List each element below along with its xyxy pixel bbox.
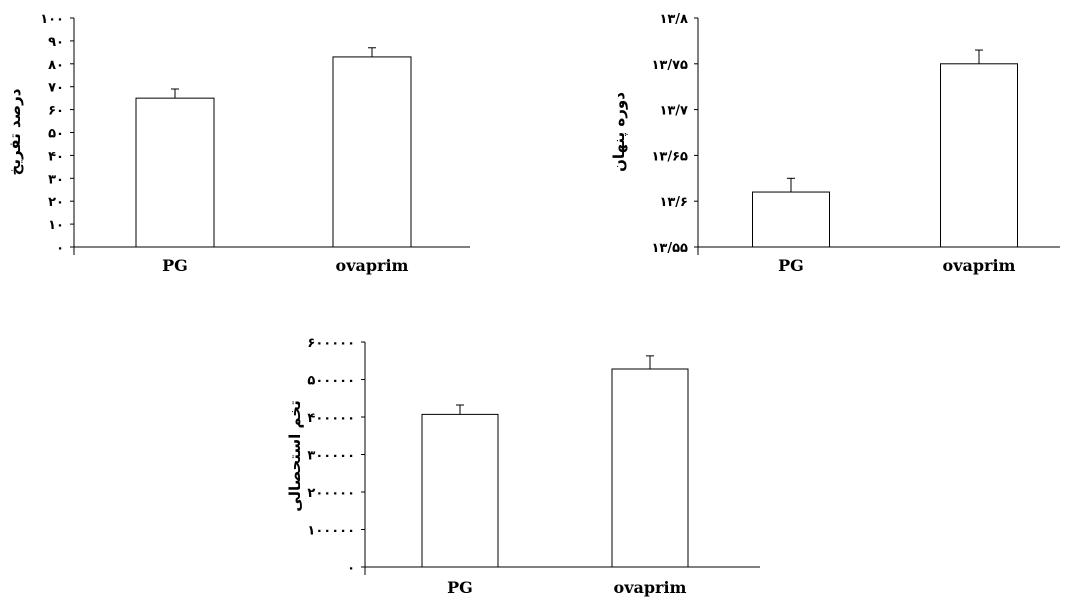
y-tick-label: ۵۰ bbox=[48, 127, 64, 142]
y-tick-label: ۰ bbox=[347, 561, 355, 576]
y-axis-label: تخم استحصالی bbox=[286, 400, 304, 511]
y-tick-label: ۳۰۰۰۰۰ bbox=[307, 449, 355, 464]
x-tick-label: ovaprim bbox=[336, 256, 409, 275]
y-tick-label: ۱۳/۷ bbox=[659, 104, 688, 119]
bar-pg bbox=[421, 413, 499, 568]
y-tick-label: ۳۰ bbox=[48, 172, 64, 187]
chart-3: ۰ ۱۰۰۰۰۰ ۲۰۰۰۰۰ ۳۰۰۰۰۰ ۴۰۰۰۰۰ ۵۰۰۰۰۰ ۶۰۰۰۰۰ تخم… bbox=[286, 336, 760, 597]
y-tick-label: ۴۰ bbox=[48, 149, 64, 164]
bar-ovaprim bbox=[332, 56, 412, 248]
x-tick-label: PG bbox=[162, 256, 188, 275]
y-tick-label: ۱۳/۷۵ bbox=[652, 58, 689, 73]
y-tick-label: ۰ bbox=[56, 241, 64, 256]
y-tick-label: ۸۰ bbox=[48, 58, 64, 73]
x-tick-label: ovaprim bbox=[943, 256, 1016, 275]
y-axis-label: درصد تفریخ bbox=[6, 88, 24, 175]
x-tick-label: PG bbox=[447, 578, 473, 597]
y-tick-label: ۵۰۰۰۰۰ bbox=[307, 374, 355, 389]
bar-ovaprim bbox=[940, 63, 1018, 248]
y-axis-label: دوره پنهان bbox=[610, 92, 629, 172]
y-tick-label: ۹۰ bbox=[48, 35, 64, 50]
y-tick-label: ۱۰ bbox=[48, 218, 64, 233]
y-tick-label: ۱۳/۶ bbox=[659, 195, 688, 210]
y-tick-label: ۱۳/۵۵ bbox=[652, 241, 689, 256]
bar-pg bbox=[752, 191, 830, 248]
chart-1: ۰ ۱۰ ۲۰ ۳۰ ۴۰ ۵۰ ۶۰ ۷۰ ۸۰ ۹۰ ۱۰۰ درصد تفریخ PG ovapri… bbox=[6, 12, 470, 275]
x-tick-label: ovaprim bbox=[614, 578, 687, 597]
chart-2: ۱۳/۵۵ ۱۳/۶ ۱۳/۶۵ ۱۳/۷ ۱۳/۷۵ ۱۳/۸ دوره پنهان PG o… bbox=[610, 12, 1060, 275]
y-tick-label: ۷۰ bbox=[48, 81, 64, 96]
y-tick-label: ۱۰۰۰۰۰ bbox=[307, 524, 355, 539]
y-tick-label: ۱۰۰ bbox=[40, 12, 64, 27]
y-tick-label: ۱۳/۸ bbox=[659, 12, 688, 27]
y-tick-label: ۴۰۰۰۰۰ bbox=[307, 411, 355, 426]
y-tick-label: ۶۰ bbox=[48, 104, 64, 119]
bar-pg bbox=[135, 97, 215, 248]
bar-ovaprim bbox=[611, 368, 689, 568]
x-tick-label: PG bbox=[778, 256, 804, 275]
y-tick-label: ۶۰۰۰۰۰ bbox=[307, 336, 355, 351]
y-tick-label: ۲۰ bbox=[48, 195, 64, 210]
y-tick-label: ۱۳/۶۵ bbox=[652, 149, 689, 164]
y-tick-label: ۲۰۰۰۰۰ bbox=[307, 486, 355, 501]
